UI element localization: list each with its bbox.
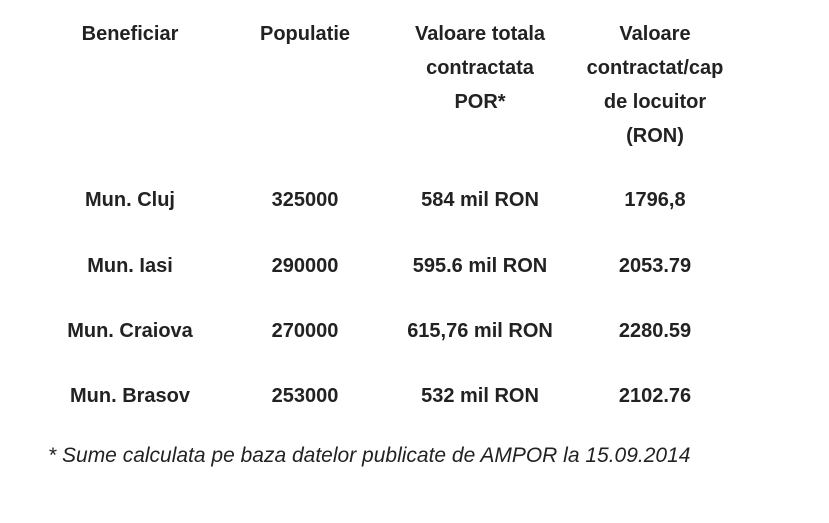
table-cell: 584 mil RON xyxy=(421,189,539,211)
table-cell: 2053.79 xyxy=(618,255,692,277)
header-line: Valoare totala xyxy=(414,23,546,45)
table-cell: 595.6 mil RON xyxy=(412,255,548,277)
table-cell: 270000 xyxy=(271,320,339,342)
table-cell: Mun. Brasov xyxy=(69,385,191,407)
table-cell: Mun. Iasi xyxy=(87,255,173,277)
header-line: POR* xyxy=(454,91,506,113)
table-cell: 615,76 mil RON xyxy=(407,320,553,342)
header-line: contractat/cap xyxy=(586,57,724,79)
table-cell: 2102.76 xyxy=(618,385,692,407)
header-cell: Valoare totala contractata POR* xyxy=(385,17,575,119)
header-line: Populatie xyxy=(259,23,350,45)
footnote: * Sume calculata pe baza datelor publica… xyxy=(48,444,691,467)
table-cell: 532 mil RON xyxy=(421,385,539,407)
header-line: contractata xyxy=(426,57,534,79)
header-cell: Populatie xyxy=(210,17,400,51)
table-cell: 253000 xyxy=(271,385,339,407)
header-cell: Valoare contractat/cap de locuitor (RON) xyxy=(560,17,750,153)
table-cell: 2280.59 xyxy=(618,320,692,342)
table-cell: Mun. Craiova xyxy=(67,320,193,342)
table-cell: 1796,8 xyxy=(624,189,686,211)
header-line: Beneficiar xyxy=(81,23,179,45)
table-cell: 290000 xyxy=(271,255,339,277)
table-cell: Mun. Cluj xyxy=(85,189,175,211)
header-line: Valoare xyxy=(619,23,691,45)
header-cell: Beneficiar xyxy=(35,17,225,51)
header-line: de locuitor xyxy=(603,91,707,113)
table-cell: 325000 xyxy=(271,189,339,211)
header-line: (RON) xyxy=(626,125,684,147)
